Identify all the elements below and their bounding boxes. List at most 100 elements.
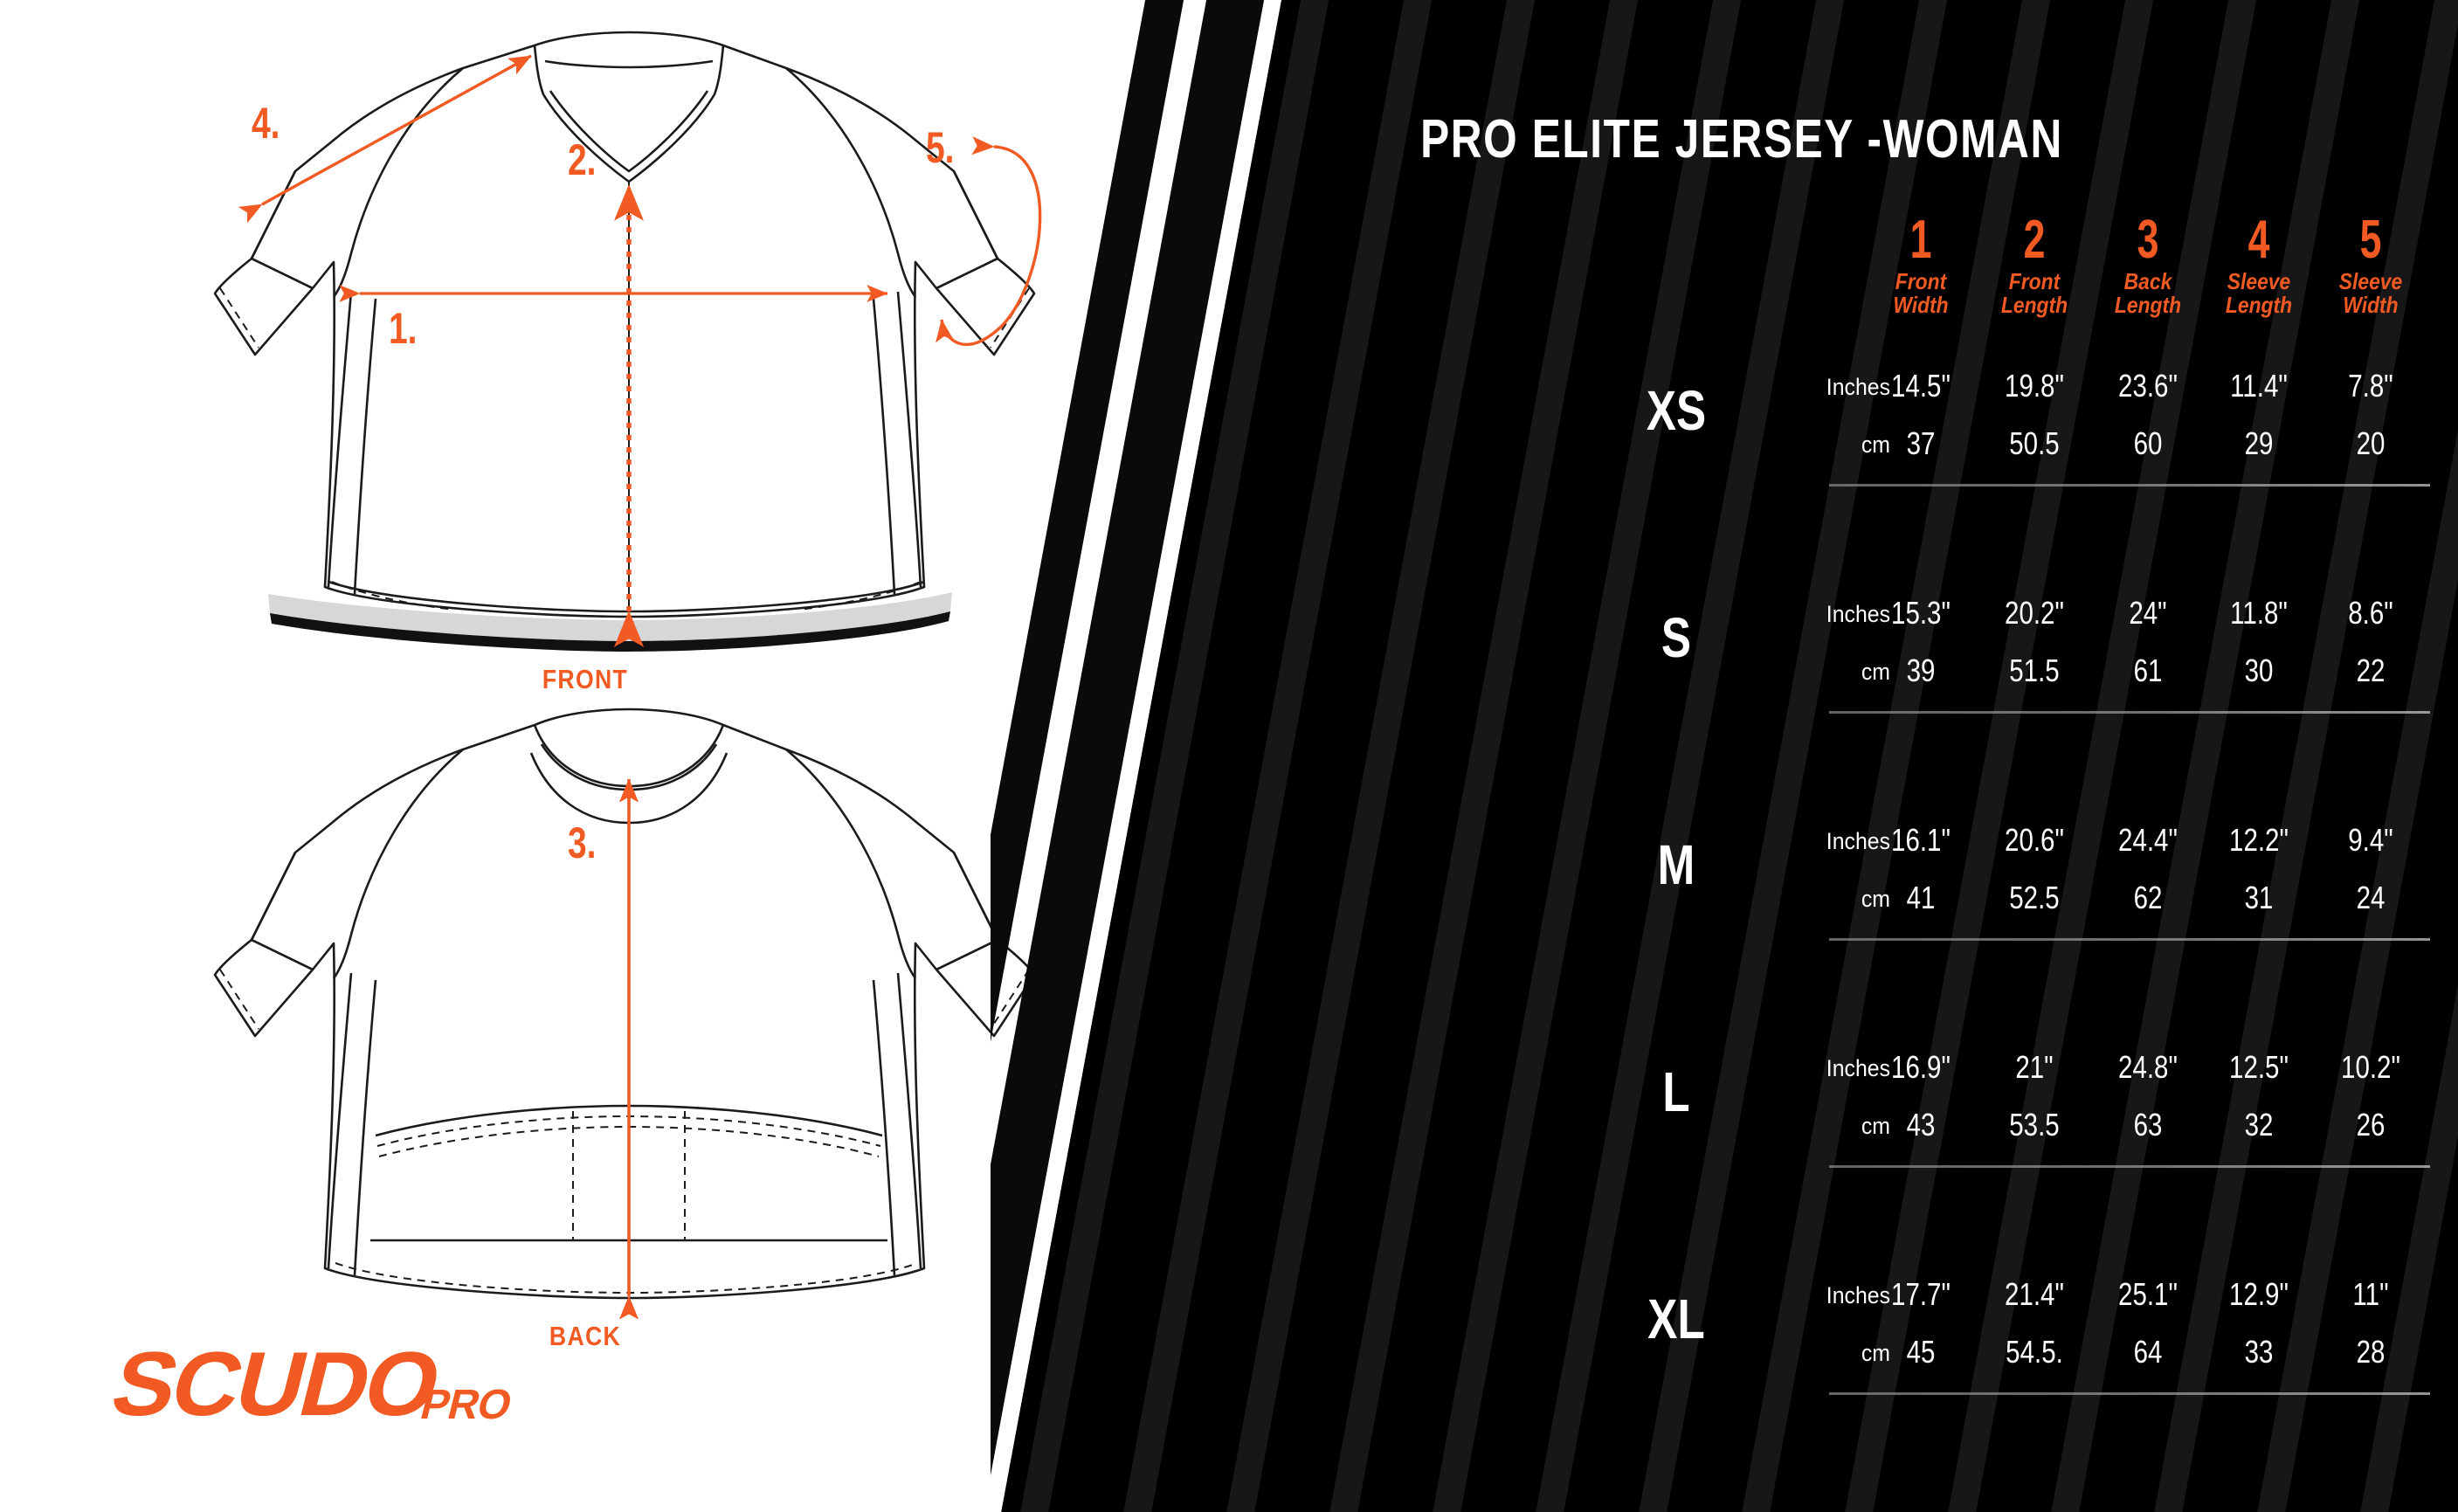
front-left-sleeve <box>250 170 314 290</box>
scudo-pro-logo: SCUDO PRO <box>98 1331 552 1453</box>
back-right-sleeve <box>936 852 999 971</box>
size-label-s: S <box>1661 606 1692 669</box>
front-right-raglan-seam <box>785 67 917 298</box>
logo-suffix-text: PRO <box>416 1382 515 1428</box>
cell-xl-cm-1: 45 <box>1906 1334 1936 1370</box>
size-label-l: L <box>1662 1060 1690 1123</box>
cell-m-inches-1: 16.1" <box>1891 822 1951 858</box>
size-chart-panel: PRO ELITE JERSEY -WOMAN 1 Front Width 2 Fro… <box>991 0 2458 1512</box>
column-caption-2: Front Length <box>2000 267 2068 318</box>
unit-label-inches-l: Inches <box>1826 1055 1890 1081</box>
cell-m-inches-5: 9.4" <box>2348 822 2393 858</box>
column-caption-1: Front Width <box>1893 267 1949 318</box>
front-hem-seam <box>328 580 925 613</box>
cell-xl-inches-3: 25.1" <box>2118 1276 2178 1312</box>
front-right-hem-dash <box>797 581 922 611</box>
back-right-side-panel-inner <box>872 979 896 1276</box>
unit-label-cm-xl: cm <box>1861 1340 1890 1366</box>
cell-xl-cm-3: 64 <box>2133 1334 2163 1370</box>
front-left-cuff-dash <box>219 287 259 349</box>
front-left-raglan-seam <box>332 67 464 298</box>
cell-xs-cm-1: 37 <box>1906 425 1936 461</box>
front-right-side-panel-inner <box>872 298 896 595</box>
cell-m-cm-1: 41 <box>1906 880 1936 915</box>
unit-label-cm-m: cm <box>1861 886 1890 912</box>
column-header-2: 2 Front Length <box>1982 210 2087 318</box>
cell-s-inches-4: 11.8" <box>2230 595 2288 631</box>
jersey-technical-illustration: 1. 2. 3. 4. 5. FRONT BACK <box>0 0 1136 1512</box>
size-label-xl: XL <box>1647 1288 1705 1350</box>
measure-4-arrow-sleeve-length <box>238 54 532 224</box>
cell-xl-inches-5: 11" <box>2352 1276 2389 1312</box>
chart-content-layer: PRO ELITE JERSEY -WOMAN 1 Front Width 2 Fro… <box>991 0 2458 1512</box>
cell-xs-cm-5: 20 <box>2356 425 2386 461</box>
front-left-side-panel <box>327 291 353 588</box>
unit-label-inches-xl: Inches <box>1826 1282 1890 1308</box>
cell-l-inches-2: 21" <box>2015 1049 2054 1085</box>
cell-xl-cm-4: 33 <box>2244 1334 2274 1370</box>
cell-l-cm-1: 43 <box>1906 1107 1936 1143</box>
row-separator-m <box>1829 938 2430 941</box>
front-right-side-panel <box>896 291 922 588</box>
chart-title: PRO ELITE JERSEY -WOMAN <box>1420 109 2063 169</box>
cell-s-inches-5: 8.6" <box>2348 595 2393 631</box>
cell-l-inches-5: 10.2" <box>2341 1049 2400 1085</box>
cell-s-cm-2: 51.5 <box>2009 652 2060 688</box>
back-collar-outer <box>533 724 725 788</box>
column-caption-4: Sleeve Length <box>2225 267 2293 318</box>
cell-m-cm-4: 31 <box>2244 880 2274 915</box>
row-separator-xl <box>1829 1392 2430 1395</box>
row-separator-s <box>1829 711 2430 714</box>
row-separator-l <box>1829 1165 2430 1168</box>
logo-brand-text: SCUDO <box>102 1332 449 1434</box>
cell-s-cm-1: 39 <box>1906 652 1936 688</box>
unit-label-cm-l: cm <box>1861 1113 1890 1139</box>
column-header-4: 4 Sleeve Length <box>2206 213 2311 318</box>
cell-xl-cm-5: 28 <box>2356 1334 2386 1370</box>
cell-xl-inches-2: 21.4" <box>2005 1276 2064 1312</box>
cell-m-cm-2: 52.5 <box>2009 880 2060 915</box>
column-number-3: 3 <box>2137 210 2159 270</box>
cell-xs-inches-1: 14.5" <box>1891 368 1951 404</box>
cell-l-cm-5: 26 <box>2356 1107 2386 1143</box>
marker-label-4: 4. <box>252 98 280 148</box>
cell-l-cm-3: 63 <box>2133 1107 2163 1143</box>
back-left-sleeve <box>250 852 314 971</box>
front-jersey-drawing <box>213 31 1036 652</box>
back-left-cuff-dash <box>219 969 259 1030</box>
marker-label-3: 3. <box>568 818 597 867</box>
unit-label-cm-xs: cm <box>1861 432 1890 458</box>
back-right-raglan-seam <box>785 749 917 979</box>
cell-l-inches-3: 24.8" <box>2118 1049 2178 1085</box>
front-left-side-panel-inner <box>353 298 377 595</box>
cell-m-inches-2: 20.6" <box>2005 822 2064 858</box>
back-right-cuff-dash <box>990 969 1030 1030</box>
unit-label-inches-m: Inches <box>1826 828 1890 854</box>
cell-xl-inches-1: 17.7" <box>1891 1276 1951 1312</box>
marker-label-5: 5. <box>926 122 955 172</box>
back-left-raglan-seam <box>332 749 464 979</box>
back-hem-dash <box>335 1262 918 1294</box>
front-right-sleeve <box>936 170 999 290</box>
cell-xs-cm-3: 60 <box>2133 425 2163 461</box>
column-header-5: 5 Sleeve Width <box>2318 213 2423 317</box>
cell-l-inches-4: 12.5" <box>2229 1049 2289 1085</box>
row-separator-xs <box>1829 484 2430 487</box>
front-left-sleeve-cuff <box>213 257 314 356</box>
cell-s-inches-2: 20.2" <box>2005 595 2064 631</box>
front-collar-outer <box>533 45 725 183</box>
cell-xs-cm-4: 29 <box>2244 425 2274 461</box>
size-label-xs: XS <box>1646 379 1707 442</box>
unit-label-inches-xs: Inches <box>1826 374 1890 400</box>
cell-m-inches-3: 24.4" <box>2118 822 2178 858</box>
cell-l-inches-1: 16.9" <box>1891 1049 1951 1085</box>
column-number-1: 1 <box>1909 210 1932 270</box>
cell-l-cm-2: 53.5 <box>2009 1107 2060 1143</box>
front-hem-gripper <box>268 592 952 641</box>
scudo-logo-svg: SCUDO PRO <box>102 1332 515 1434</box>
back-view-label: BACK <box>549 1321 622 1351</box>
column-number-2: 2 <box>2023 210 2046 270</box>
size-label-m: M <box>1657 833 1695 896</box>
back-right-side-panel <box>896 972 922 1269</box>
